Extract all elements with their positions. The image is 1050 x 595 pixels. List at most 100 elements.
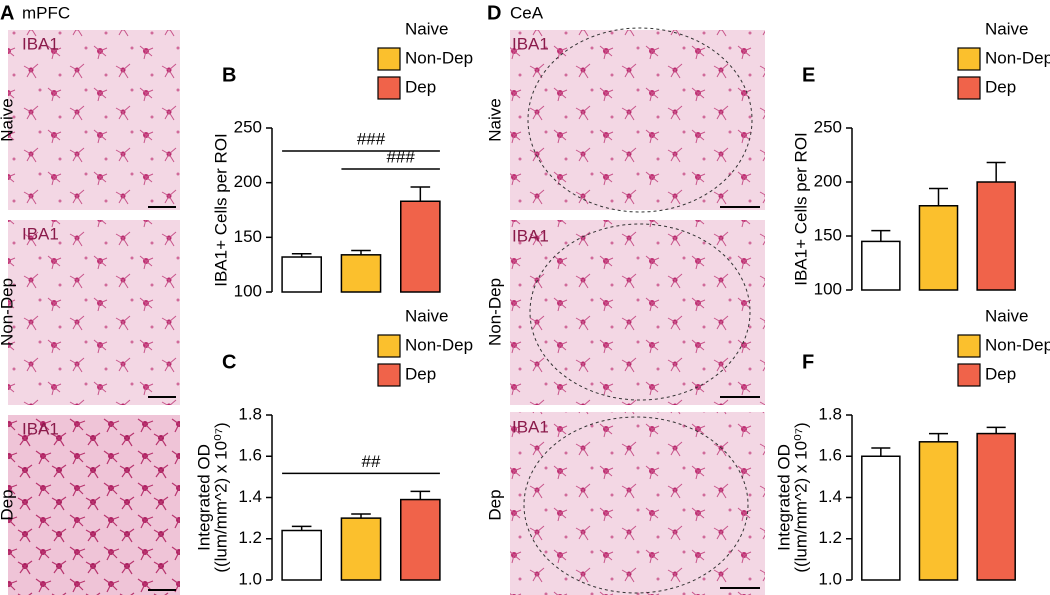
y-tick-label: 150 [814, 225, 842, 244]
bar [861, 455, 901, 581]
error-bar [986, 426, 1006, 434]
bar [340, 517, 382, 581]
error-bar [410, 186, 431, 202]
roi-outline [523, 416, 749, 594]
y-tick-label: 1.6 [818, 446, 842, 465]
legend-label: Naive [985, 306, 1028, 325]
y-tick-label: 200 [234, 172, 262, 191]
y-tick-label: 1.2 [238, 528, 262, 547]
legend-swatch [957, 334, 981, 358]
legend-label: Dep [405, 364, 436, 383]
legend-label: Non-Dep [985, 335, 1050, 354]
error-bar [928, 432, 949, 442]
error-bar [871, 229, 891, 242]
roi-outline [529, 223, 751, 401]
bar [281, 256, 322, 293]
stain-label: IBA1 [22, 34, 59, 53]
micrograph [510, 412, 765, 595]
panel-title: mPFC [22, 3, 70, 22]
legend-swatch [377, 47, 401, 71]
legend-label: Naive [405, 19, 448, 38]
micrograph [8, 415, 180, 595]
error-bar [291, 525, 312, 531]
stain-label: IBA1 [512, 226, 549, 245]
y-axis-label: ((lum/mm^2) x 10⁰⁷) [211, 422, 230, 572]
legend-swatch [958, 306, 980, 328]
bar [281, 529, 322, 581]
row-label: Non-Dep [485, 278, 504, 346]
y-tick-label: 100 [814, 279, 842, 298]
micrograph [8, 220, 180, 405]
y-axis-label: Integrated OD [774, 444, 793, 551]
bar [400, 498, 441, 581]
row-label: Naive [485, 98, 504, 141]
error-bar [291, 252, 312, 258]
panel-label: E [802, 64, 815, 86]
y-tick-label: 1.2 [818, 528, 842, 547]
y-tick-label: 250 [234, 117, 262, 136]
legend-label: Naive [405, 306, 448, 325]
legend-label: Dep [985, 77, 1016, 96]
panel-label: A [0, 2, 14, 24]
legend-swatch [957, 47, 981, 71]
significance-label: ### [386, 148, 415, 167]
micrograph [510, 220, 765, 405]
y-axis-label: IBA1+ Cells per ROI [211, 133, 230, 287]
stain-label: IBA1 [512, 34, 549, 53]
row-label: Non-Dep [0, 278, 16, 346]
y-tick-label: 1.8 [818, 404, 842, 423]
micrograph [510, 30, 765, 210]
y-tick-label: 100 [234, 281, 262, 300]
legend-swatch [377, 334, 401, 358]
panel-label: D [487, 2, 501, 24]
row-label: Naive [0, 98, 16, 141]
legend-swatch [377, 363, 401, 387]
y-axis-label: Integrated OD [194, 444, 213, 551]
stain-label: IBA1 [22, 419, 59, 438]
y-tick-label: 1.4 [818, 487, 842, 506]
legend-swatch [957, 76, 981, 100]
error-bar [871, 447, 891, 457]
y-tick-label: 1.8 [238, 404, 262, 423]
error-bar [928, 187, 949, 206]
bar [976, 181, 1016, 291]
significance-label: ### [357, 130, 386, 149]
scale-bars [148, 206, 760, 591]
stain-label: IBA1 [22, 224, 59, 243]
panel-label: F [802, 351, 814, 373]
error-bar [351, 249, 371, 255]
y-tick-label: 200 [814, 171, 842, 190]
legend-swatch [377, 76, 401, 100]
y-tick-label: 250 [814, 117, 842, 136]
legend-swatch [378, 19, 400, 41]
stain-label: IBA1 [512, 417, 549, 436]
micrographs: IBA1 IBA1 IBA1 IBA1 IBA1 IBA1 [8, 27, 765, 595]
y-tick-label: 1.6 [238, 446, 262, 465]
error-bar [410, 490, 431, 500]
y-tick-label: 1.0 [238, 569, 262, 588]
bar [976, 432, 1016, 581]
panel-label: B [222, 64, 236, 86]
legend-label: Naive [985, 19, 1028, 38]
bar [340, 254, 382, 293]
micrograph [8, 30, 180, 210]
legend-label: Dep [985, 364, 1016, 383]
y-tick-label: 1.4 [238, 487, 262, 506]
legend-label: Non-Dep [405, 48, 473, 67]
legend-swatch [957, 363, 981, 387]
y-axis-label: ((lum/mm^2) x 10⁰⁷) [791, 422, 810, 572]
error-bar [986, 161, 1006, 182]
legend-swatch [378, 306, 400, 328]
roi-outline [527, 27, 753, 213]
bar [918, 441, 959, 581]
y-tick-label: 1.0 [818, 569, 842, 588]
error-bar [351, 513, 371, 519]
legend-swatch [958, 19, 980, 41]
significance-label: ## [362, 452, 381, 471]
row-label: Dep [485, 489, 504, 520]
panel-title: CeA [510, 3, 544, 22]
bar [861, 240, 901, 291]
legend-label: Non-Dep [405, 335, 473, 354]
bar [400, 200, 441, 293]
